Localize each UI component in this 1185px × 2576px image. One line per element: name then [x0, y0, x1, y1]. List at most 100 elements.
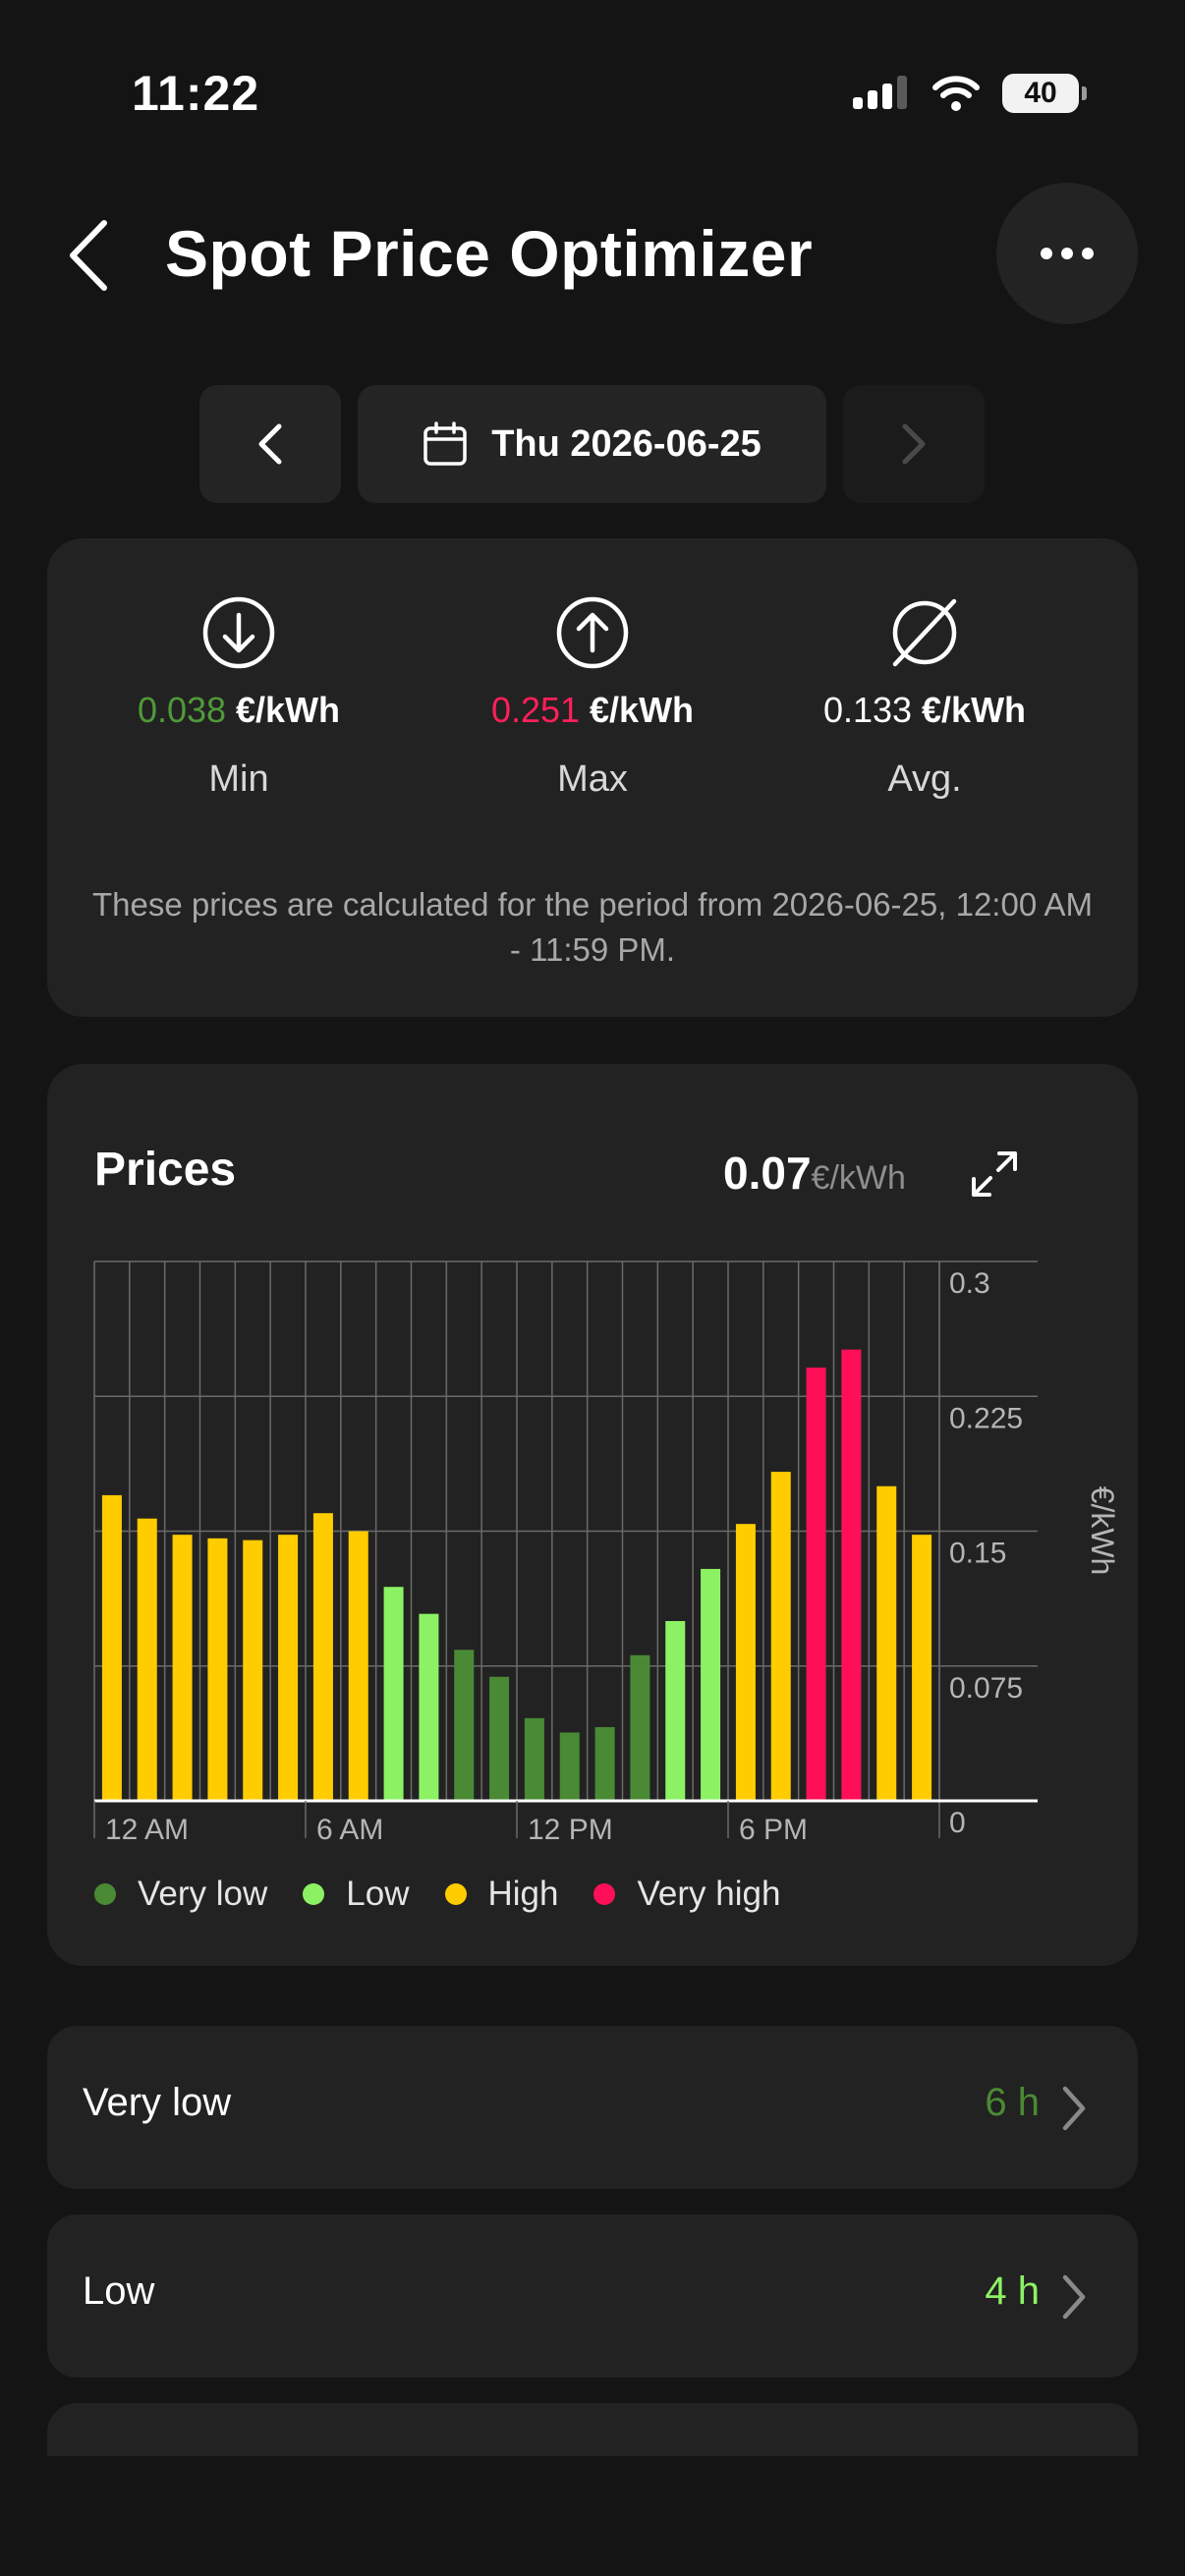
header: Spot Price Optimizer	[0, 183, 1185, 326]
min-price-unit: €/kWh	[236, 690, 341, 730]
category-row[interactable]: Low 4 h	[47, 2214, 1138, 2378]
legend-label: Very low	[138, 1875, 268, 1913]
price-bar	[524, 1717, 544, 1801]
next-day-button[interactable]	[843, 385, 985, 503]
back-button[interactable]	[49, 214, 128, 297]
chevron-left-icon	[258, 423, 282, 465]
price-bar	[348, 1531, 368, 1801]
legend-dot	[94, 1883, 116, 1905]
cellular-signal-icon	[853, 76, 907, 109]
y-axis-label: €/kWh	[1085, 1486, 1120, 1576]
avg-price-unit: €/kWh	[922, 690, 1027, 730]
previous-day-button[interactable]	[199, 385, 341, 503]
legend-item: High	[444, 1875, 559, 1914]
category-label: Low	[83, 2269, 155, 2313]
price-bar	[137, 1518, 157, 1801]
price-bar	[630, 1654, 650, 1801]
x-tick-label: 12 AM	[105, 1814, 189, 1846]
y-tick-label: 0.075	[949, 1672, 1023, 1705]
price-bar-chart[interactable]: 0.3 0.225 0.15 0.075 0 12 AM 6 AM 12 PM 6 PM €/kW…	[47, 1064, 1138, 1870]
current-price: 0.07€/kWh	[723, 1147, 906, 1200]
price-bar	[912, 1535, 932, 1801]
category-label: Very low	[83, 2081, 232, 2124]
date-picker-button[interactable]: Thu 2026-06-25	[358, 385, 826, 503]
legend-item: Very high	[593, 1875, 780, 1914]
expand-icon	[972, 1151, 1017, 1197]
price-bar	[312, 1513, 333, 1801]
y-tick-label: 0.3	[949, 1267, 990, 1300]
price-bar	[419, 1613, 439, 1801]
y-tick-label: 0	[949, 1807, 966, 1839]
status-time: 11:22	[132, 66, 260, 121]
average-icon	[892, 598, 957, 667]
price-bar	[594, 1726, 615, 1801]
more-horizontal-icon	[1041, 248, 1094, 259]
y-tick-label: 0.15	[949, 1538, 1006, 1570]
calendar-icon	[423, 421, 467, 466]
x-tick-label: 6 PM	[739, 1814, 808, 1846]
legend-label: Very high	[637, 1875, 781, 1913]
min-price-stat: 0.038 €/kWh Min	[72, 595, 406, 801]
min-price-value: 0.038	[137, 690, 227, 730]
price-bar	[207, 1538, 228, 1801]
price-bar	[735, 1524, 756, 1801]
date-navigation: Thu 2026-06-25	[0, 385, 1185, 503]
status-icons: 40	[853, 69, 1087, 118]
more-options-button[interactable]	[996, 183, 1138, 324]
price-bar	[876, 1485, 897, 1801]
legend-dot	[444, 1883, 467, 1905]
bottom-fade	[0, 2456, 1185, 2576]
price-bar	[559, 1732, 580, 1801]
chart-legend: Very low Low High Very high	[94, 1875, 780, 1914]
avg-price-stat: 0.133 €/kWh Avg.	[758, 595, 1092, 801]
avg-price-value: 0.133	[822, 690, 913, 730]
chevron-right-icon	[1062, 2086, 1086, 2131]
x-tick-label: 12 PM	[528, 1814, 613, 1846]
max-price-unit: €/kWh	[590, 690, 695, 730]
wifi-icon	[932, 76, 980, 111]
legend-item: Low	[303, 1875, 410, 1914]
legend-label: High	[487, 1875, 559, 1913]
chevron-right-icon	[1062, 2274, 1086, 2320]
category-row[interactable]: Very low 6 h	[47, 2026, 1138, 2189]
current-price-value: 0.07	[723, 1148, 812, 1199]
arrow-up-circle-icon	[556, 596, 629, 669]
price-bar	[770, 1472, 791, 1801]
price-bar	[243, 1540, 263, 1801]
prices-chart-card: Prices 0.07€/kWh 0.3 0.225 0.15 0.075 0 12 AM…	[47, 1064, 1138, 1966]
price-bar	[454, 1650, 475, 1801]
category-hours: 4 h	[985, 2269, 1040, 2313]
legend-dot	[593, 1883, 616, 1905]
max-price-value: 0.251	[490, 690, 581, 730]
y-tick-label: 0.225	[949, 1402, 1023, 1434]
arrow-down-circle-icon	[202, 596, 275, 669]
page-title: Spot Price Optimizer	[165, 217, 814, 290]
price-bar	[665, 1621, 686, 1801]
selected-date: Thu 2026-06-25	[491, 422, 762, 465]
price-bar	[701, 1568, 721, 1801]
price-bar	[489, 1676, 510, 1801]
max-price-label: Max	[557, 758, 628, 800]
expand-chart-button[interactable]	[963, 1143, 1026, 1205]
price-bar	[172, 1535, 193, 1801]
chevron-right-icon	[902, 423, 926, 465]
current-price-unit: €/kWh	[811, 1159, 906, 1197]
price-bar	[383, 1587, 404, 1801]
max-price-stat: 0.251 €/kWh Max	[425, 595, 760, 801]
price-bar	[841, 1349, 862, 1801]
battery-icon: 40	[1002, 74, 1087, 113]
category-hours: 6 h	[985, 2081, 1040, 2124]
chart-title: Prices	[94, 1144, 237, 1196]
chevron-left-icon	[70, 220, 107, 291]
avg-price-label: Avg.	[887, 758, 962, 800]
period-note: These prices are calculated for the peri…	[91, 886, 1094, 968]
legend-dot	[303, 1883, 325, 1905]
status-bar: 11:22 40	[0, 0, 1185, 187]
price-bar	[806, 1367, 826, 1801]
price-bar	[278, 1535, 299, 1801]
price-summary-card: 0.038 €/kWh Min 0.251 €/kWh Max 0.133 €/kWh…	[47, 538, 1138, 1017]
min-price-label: Min	[208, 758, 269, 800]
price-bar	[101, 1494, 122, 1801]
x-tick-label: 6 AM	[316, 1814, 383, 1846]
legend-label: Low	[346, 1875, 410, 1913]
